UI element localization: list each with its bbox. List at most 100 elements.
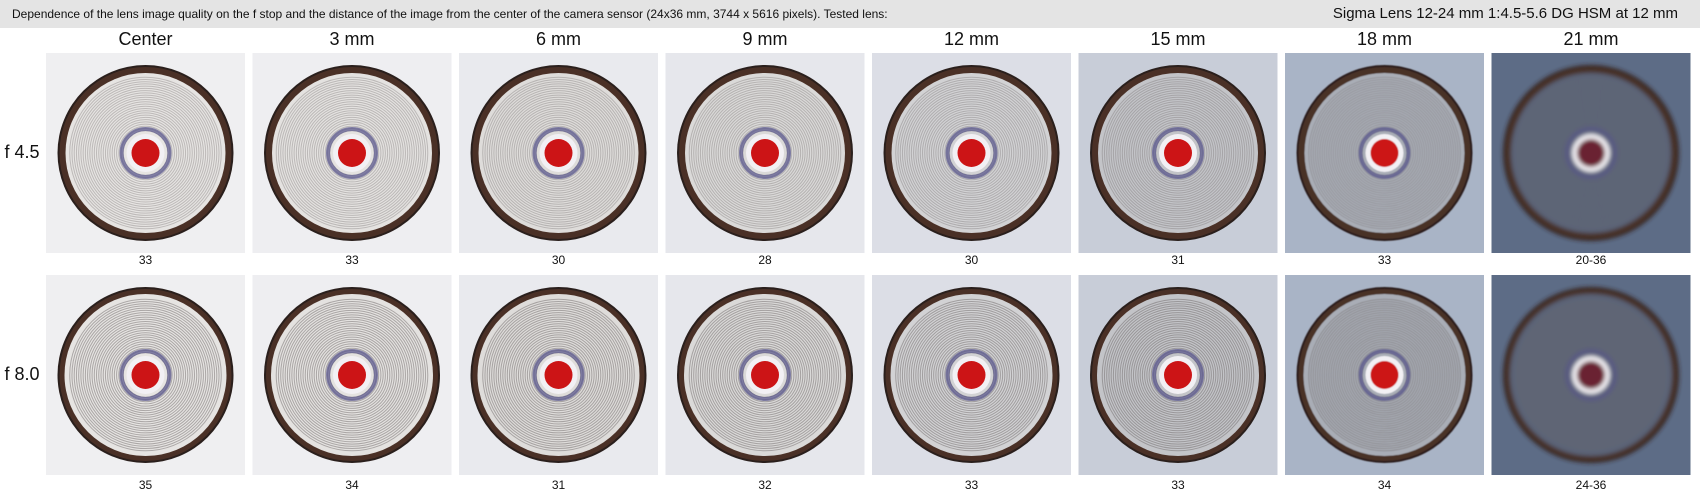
target-ring — [724, 112, 806, 194]
target-ring — [719, 107, 811, 199]
target-ring — [1328, 96, 1441, 210]
target-ring — [82, 90, 209, 216]
red-dot — [338, 139, 366, 167]
target-ring — [291, 314, 413, 436]
target-ring — [717, 105, 813, 201]
target-ring — [309, 332, 395, 418]
score-label: 30 — [552, 253, 566, 267]
target-ring — [926, 107, 1017, 199]
target-ring — [275, 298, 429, 452]
target-ring — [1355, 123, 1414, 183]
target-ring — [1321, 90, 1448, 216]
target-ring — [693, 81, 837, 225]
target-ring — [89, 318, 202, 432]
target-ring — [520, 114, 597, 192]
target-ring — [1132, 329, 1224, 421]
target-ring — [495, 90, 622, 216]
target-ring — [1539, 323, 1643, 427]
target-ring — [529, 345, 588, 405]
target-ring — [901, 83, 1042, 223]
red-dot — [1577, 361, 1605, 389]
target-ring — [1126, 101, 1230, 205]
target-ring — [1312, 81, 1457, 225]
target-ring — [482, 76, 635, 230]
target-ring — [315, 338, 389, 412]
target-ring — [102, 332, 189, 418]
target-ring — [107, 114, 184, 192]
target-ring — [930, 112, 1013, 194]
target-ring — [87, 94, 204, 212]
header-title: Dependence of the lens image quality on … — [12, 7, 888, 21]
red-dot — [131, 139, 160, 167]
target-ring — [277, 300, 427, 450]
target-ring — [282, 83, 422, 223]
score-label: 31 — [1171, 253, 1185, 267]
target-ring — [293, 94, 411, 212]
target-ring — [311, 112, 393, 194]
target-ring — [910, 314, 1033, 436]
target-ring — [84, 314, 207, 436]
target-ring — [702, 312, 828, 438]
target-ring — [275, 76, 429, 230]
target-ring — [1523, 85, 1659, 221]
target-ring — [704, 314, 826, 436]
target-ring — [1339, 329, 1430, 421]
target-ring — [1541, 325, 1641, 425]
target-ring — [1539, 101, 1643, 205]
target-ring — [1135, 110, 1221, 196]
target-ring — [506, 323, 611, 427]
target-ring — [697, 85, 833, 221]
target-ring — [524, 119, 593, 187]
target-ring — [1124, 321, 1232, 429]
target-ring — [1119, 94, 1237, 212]
target-ring — [1130, 327, 1226, 423]
target-ring — [277, 78, 427, 228]
target-ring — [495, 312, 622, 438]
target-ring — [708, 96, 822, 210]
target-ring — [493, 87, 624, 219]
target-ring — [1532, 316, 1650, 434]
score-label: 33 — [345, 253, 359, 267]
target-ring — [937, 119, 1006, 187]
target-ring — [737, 347, 793, 403]
target-ring — [484, 78, 633, 228]
target-ring — [1525, 309, 1657, 441]
target-ring — [1130, 105, 1226, 201]
target-ring — [87, 316, 204, 434]
target-ring — [1528, 312, 1654, 438]
target-ring — [302, 325, 402, 425]
target-ring — [82, 312, 209, 438]
target-ring — [1330, 321, 1439, 429]
target-ring — [1519, 81, 1663, 225]
target-ring — [1110, 85, 1246, 221]
target-ring — [1106, 303, 1250, 447]
target-ring — [737, 125, 793, 181]
target-ring — [116, 123, 175, 183]
target-ring — [89, 96, 202, 210]
target-ring — [1514, 76, 1668, 230]
target-ring — [500, 94, 617, 212]
target-ring — [93, 101, 198, 205]
target-ring — [715, 325, 815, 425]
target-ring — [280, 81, 424, 225]
target-ring — [895, 76, 1048, 230]
target-ring — [515, 332, 602, 418]
target-ring — [910, 92, 1033, 214]
target-ring — [722, 110, 808, 196]
red-dot — [544, 361, 573, 389]
target-ring — [919, 101, 1024, 205]
target-ring — [1137, 112, 1219, 194]
target-ring — [1554, 338, 1628, 412]
target-ring — [80, 87, 211, 219]
target-ring — [98, 105, 193, 201]
target-ring — [922, 103, 1021, 203]
target-ring — [926, 329, 1017, 421]
target-ring — [491, 307, 626, 443]
target-ring — [84, 92, 207, 214]
target-ring — [116, 345, 175, 405]
inner-ring — [1358, 349, 1411, 401]
target-ring — [96, 325, 195, 425]
target-ring — [1552, 336, 1630, 414]
target-ring — [699, 309, 831, 441]
